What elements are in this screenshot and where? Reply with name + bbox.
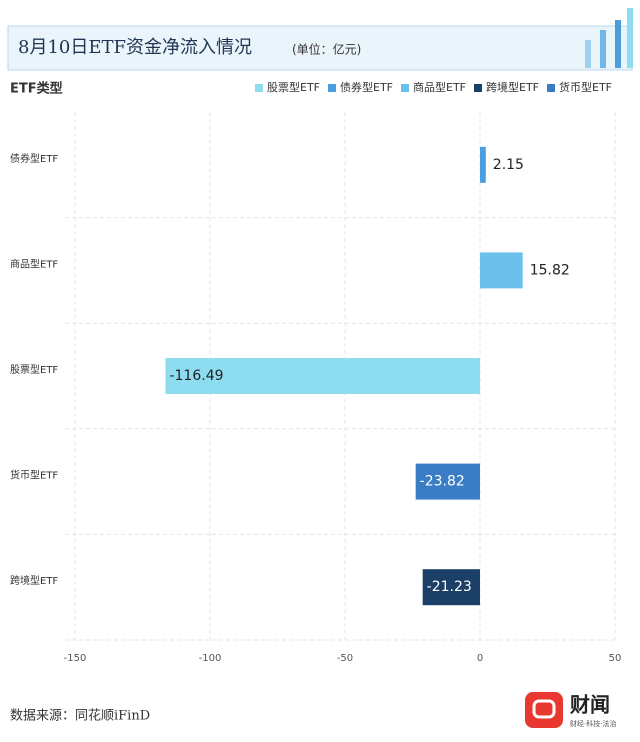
bar [422, 569, 480, 606]
value-label: 15.82 [530, 262, 570, 278]
legend-swatch [328, 84, 336, 92]
value-label: -21.23 [427, 579, 472, 595]
legend-label: 债券型ETF [340, 80, 393, 94]
value-label: 2.15 [493, 157, 524, 173]
legend-swatch [255, 84, 263, 92]
bar [165, 358, 481, 394]
title-box [7, 25, 633, 71]
legend-label: 股票型ETF [267, 80, 320, 94]
legend-label: 跨境型ETF [486, 80, 539, 94]
brand-logo [525, 692, 563, 728]
bar [480, 252, 523, 289]
y-tick-label: 股票型ETF [10, 363, 58, 376]
y-tick-label: 跨境型ETF [10, 574, 58, 587]
bar [415, 463, 480, 500]
y-tick-label: 货币型ETF [10, 469, 58, 482]
y-axis-label: ETF类型 [10, 81, 63, 97]
value-label: -116.49 [169, 368, 223, 384]
chart-title: 8月10日ETF资金净流入情况 [18, 37, 252, 58]
legend-label: 货币型ETF [559, 80, 612, 94]
legend-swatch [547, 84, 555, 92]
title-decoration [585, 8, 633, 68]
x-tick-label: -150 [64, 653, 87, 664]
legend-label: 商品型ETF [413, 80, 466, 94]
chart-subtitle: (单位：亿元) [292, 42, 361, 57]
brand-name: 财闻 [570, 693, 610, 717]
x-tick-label: -100 [199, 653, 222, 664]
brand-logo-icon [532, 699, 556, 719]
x-tick-label: 50 [609, 653, 622, 664]
y-tick-label: 商品型ETF [10, 257, 58, 270]
source: 数据来源：同花顺iFinD [10, 708, 150, 724]
y-tick-label: 债券型ETF [10, 152, 58, 165]
bar [480, 146, 486, 183]
legend-swatch [474, 84, 482, 92]
legend-swatch [401, 84, 409, 92]
value-label: -23.82 [420, 474, 465, 490]
x-tick-label: 0 [477, 653, 483, 664]
x-tick-label: -50 [337, 653, 353, 664]
brand-tagline: 财经·科技·法治 [570, 719, 616, 728]
